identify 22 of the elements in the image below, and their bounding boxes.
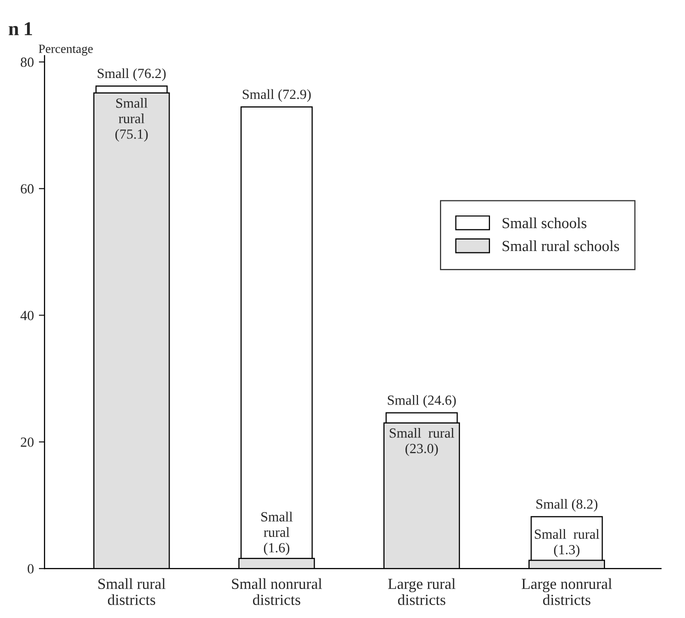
data-label: Small rural (1.3) [534, 529, 600, 558]
data-label: Small rural (1.6) [261, 512, 293, 556]
data-label: Small (24.6) [388, 395, 456, 408]
y-tick-label: 0 [28, 564, 34, 574]
x-tick-label: Small nonrural districts [232, 578, 322, 606]
data-label: Small rural (23.0) [390, 428, 454, 456]
y-tick-label: 20 [20, 437, 34, 447]
y-tick-label: 80 [20, 58, 34, 67]
x-tick-label: Large rural districts [388, 578, 456, 606]
legend-label: Small rural schools [502, 240, 620, 252]
y-tick-label: 40 [20, 310, 34, 320]
data-label: Small rural (75.1) [115, 98, 148, 142]
y-axis-title: Percentage [38, 44, 93, 56]
legend-label: Small schools [502, 217, 586, 228]
data-label: Small (72.9) [242, 89, 311, 102]
text: n [8, 26, 19, 36]
data-label: Small (76.2) [98, 68, 166, 81]
x-tick-label: Large nonrural districts [522, 578, 612, 606]
y-tick-label: 60 [20, 184, 34, 194]
data-label: Small (8.2) [536, 498, 598, 512]
text: 1 [24, 22, 32, 36]
x-tick-label: Small rural districts [98, 578, 166, 606]
